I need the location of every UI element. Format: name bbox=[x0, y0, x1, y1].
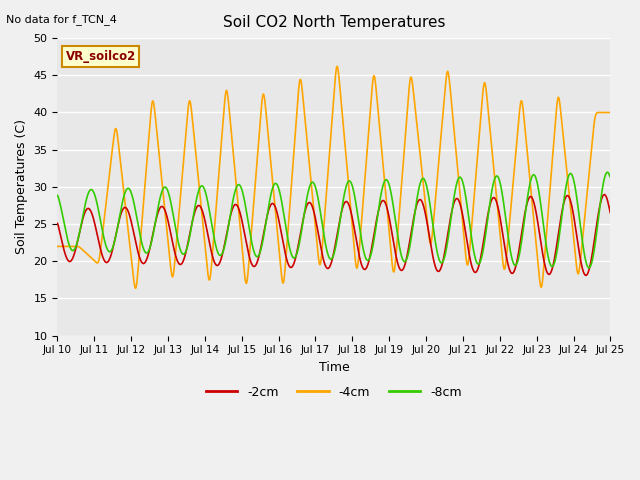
Text: VR_soilco2: VR_soilco2 bbox=[66, 50, 136, 63]
Text: No data for f_TCN_4: No data for f_TCN_4 bbox=[6, 14, 117, 25]
Legend: -2cm, -4cm, -8cm: -2cm, -4cm, -8cm bbox=[201, 381, 467, 404]
Y-axis label: Soil Temperatures (C): Soil Temperatures (C) bbox=[15, 120, 28, 254]
Title: Soil CO2 North Temperatures: Soil CO2 North Temperatures bbox=[223, 15, 445, 30]
X-axis label: Time: Time bbox=[319, 361, 349, 374]
